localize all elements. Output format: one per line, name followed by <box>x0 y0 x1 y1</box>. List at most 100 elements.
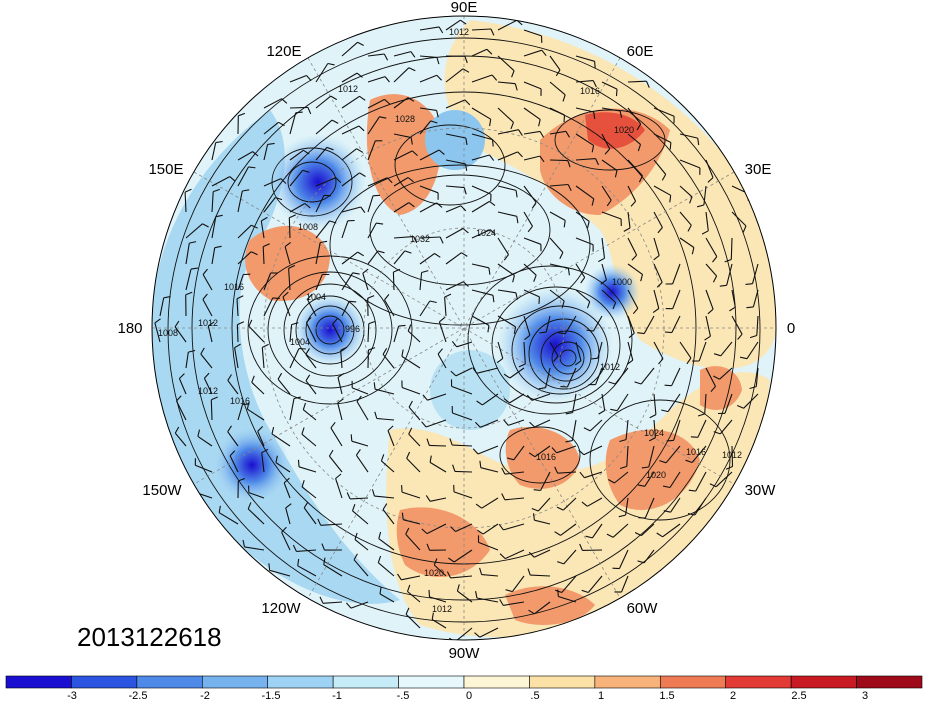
anomaly-core-north-atlantic <box>497 287 613 403</box>
wind-barb <box>497 185 517 191</box>
wind-barb <box>497 55 515 72</box>
wind-barb-feather <box>305 374 311 381</box>
wind-barb <box>456 341 473 348</box>
wind-barb-feather <box>421 421 427 428</box>
wind-barb-feather <box>410 137 413 145</box>
wind-barb-feather <box>637 560 645 564</box>
graticule-meridian-120-60 <box>307 57 621 599</box>
wind-barb <box>211 247 216 265</box>
wind-barb-feather <box>377 555 382 563</box>
wind-barb-feather <box>553 355 559 362</box>
wind-barb-feather <box>637 332 645 335</box>
wind-barb-feather <box>411 150 418 157</box>
wind-barb-feather <box>398 324 406 327</box>
wind-barb-feather <box>340 346 348 351</box>
wind-barb-feather <box>710 386 716 393</box>
wind-barb <box>556 445 577 454</box>
wind-barb-feather <box>555 69 561 77</box>
wind-barb <box>601 107 621 112</box>
wind-barb <box>289 169 304 187</box>
wind-barb <box>643 315 655 334</box>
wind-barb-feather <box>696 204 705 208</box>
wind-barb-feather <box>516 216 519 224</box>
wind-barb <box>393 250 406 265</box>
wind-barb <box>616 393 629 411</box>
graticule <box>152 16 776 640</box>
wind-barb-feather <box>578 449 585 456</box>
wind-barb-feather <box>697 138 700 146</box>
wind-barb-feather <box>267 142 275 145</box>
wind-barb-feather <box>406 584 411 592</box>
wind-barb-feather <box>712 275 718 283</box>
wind-barb-feather <box>527 225 533 233</box>
wind-barb <box>509 367 525 379</box>
wind-barb-feather <box>637 144 642 152</box>
wind-barb-feather <box>487 325 490 333</box>
wind-barb <box>640 367 655 385</box>
wind-barb <box>537 497 551 512</box>
wind-barb <box>289 348 300 369</box>
longitude-label-120e: 120E <box>266 43 301 60</box>
wind-barb-feather <box>404 250 412 254</box>
colorbar-tick-labels: -3 -2.5 -2 -1.5 -1 -.5 0 .5 1 1.5 2 2.5 … <box>67 690 868 702</box>
isobar <box>315 315 345 345</box>
wind-barb <box>549 107 565 116</box>
wind-barb-feather <box>517 151 523 158</box>
isobar <box>283 283 377 377</box>
longitude-label-90e: 90E <box>451 0 478 16</box>
wind-barb-feather <box>474 632 481 638</box>
wind-barb-feather <box>297 459 300 467</box>
wind-barb-feather <box>462 228 469 234</box>
wind-barb-feather <box>242 539 246 548</box>
wind-barb <box>247 408 265 421</box>
wind-barb <box>263 178 282 187</box>
wind-barb <box>648 445 655 468</box>
wind-barb <box>335 478 343 499</box>
wind-barb-feather <box>581 501 588 507</box>
wind-barb-feather <box>439 316 446 323</box>
wind-barb <box>531 393 551 401</box>
wind-barb-feather <box>321 543 326 551</box>
wind-barb-feather <box>275 455 278 463</box>
contour-label-group: 1012 1016 1020 1028 1012 1008 1032 1024 … <box>158 27 742 614</box>
wind-barb-feather <box>476 400 483 406</box>
wind-barb <box>523 49 542 57</box>
wind-barb <box>497 237 509 255</box>
wind-barb <box>497 315 516 328</box>
wind-barb-feather <box>503 254 509 261</box>
wind-barb-feather <box>612 302 617 310</box>
wind-barb <box>332 323 343 343</box>
wind-barb-feather <box>393 268 401 273</box>
wind-barb-feather <box>295 111 303 114</box>
wind-barb <box>549 55 561 71</box>
wind-barb-feather <box>189 241 197 244</box>
wind-barb-feather <box>353 553 358 561</box>
wind-barb-feather <box>490 229 496 235</box>
wind-barb <box>644 497 655 519</box>
wind-barb <box>455 367 473 377</box>
wind-barb-feather <box>691 247 695 255</box>
wind-barb-feather <box>207 321 215 327</box>
wind-barb-feather <box>561 300 565 308</box>
wind-barb-feather <box>585 535 593 539</box>
wind-barb <box>508 419 525 426</box>
wind-barb-feather <box>328 449 334 457</box>
wind-barb <box>453 491 473 499</box>
wind-barb <box>534 445 551 458</box>
wind-barb <box>653 289 660 309</box>
wind-barb-feather <box>707 308 714 315</box>
wind-barb-feather <box>659 460 667 464</box>
wind-barb <box>523 315 531 336</box>
contour-label: 1008 <box>298 222 318 232</box>
wind-barb-feather <box>619 439 627 443</box>
wind-barb-feather <box>305 317 312 323</box>
wind-barb-feather <box>238 112 246 117</box>
contour-label: 1020 <box>646 470 666 480</box>
wind-barb <box>288 268 291 291</box>
wind-barb-feather <box>580 277 586 284</box>
wind-barb <box>341 301 350 317</box>
colorbar-tick-label: -1.5 <box>262 690 281 702</box>
colorbar-swatch <box>5 675 72 689</box>
wind-barb-feather <box>305 348 310 355</box>
wind-barb <box>575 289 591 303</box>
